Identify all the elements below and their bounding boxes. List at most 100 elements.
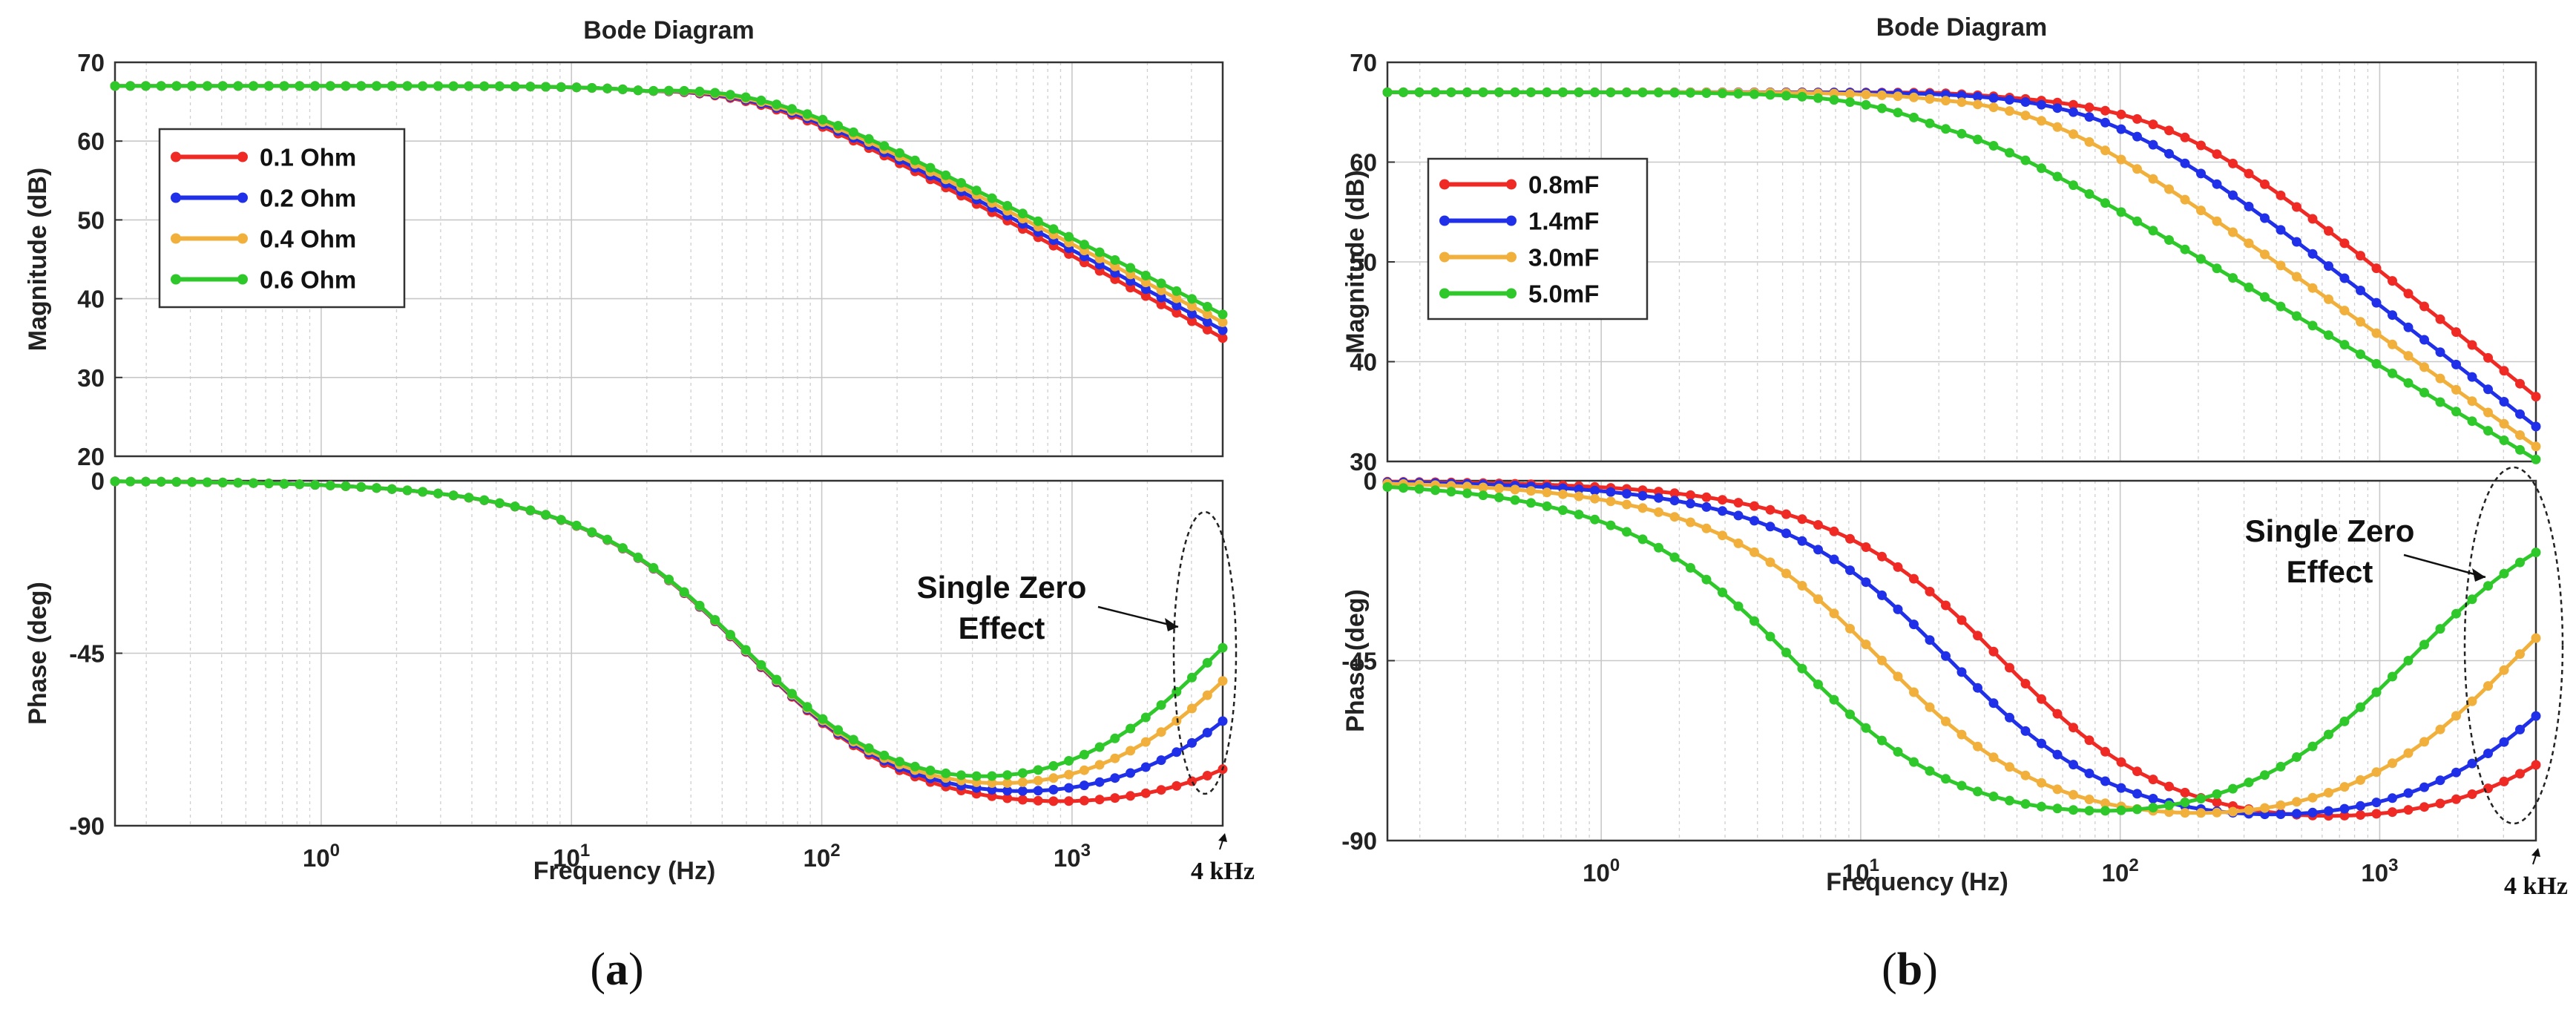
legend-swatch-dot — [1439, 252, 1450, 263]
data-point — [1845, 533, 1855, 544]
data-point — [879, 141, 890, 151]
phase-frame — [1386, 479, 2537, 842]
x-tick-exponent: 0 — [330, 841, 340, 861]
paren: ( — [1882, 944, 1897, 995]
data-point — [1430, 87, 1440, 97]
legend-swatch-dot — [1439, 179, 1450, 190]
data-point — [1187, 316, 1197, 326]
data-point — [2307, 320, 2318, 331]
data-point — [1813, 680, 1823, 689]
data-point — [1126, 746, 1136, 756]
legend-label: 0.2 Ohm — [260, 185, 356, 212]
magnitude-frame — [114, 61, 1224, 458]
data-point — [1973, 683, 1982, 693]
data-point — [833, 725, 844, 735]
data-point — [1813, 520, 1823, 530]
data-point — [1733, 510, 1744, 521]
data-point — [848, 127, 858, 137]
data-point — [1064, 769, 1074, 780]
x-tick-exponent: 3 — [2388, 855, 2398, 875]
data-point — [2419, 802, 2429, 812]
data-point — [2356, 349, 2365, 359]
y-tick-label: -45 — [1341, 648, 1377, 675]
data-point — [2339, 716, 2350, 726]
data-point — [2435, 347, 2445, 358]
y-axis-label: Phase (deg) — [1341, 589, 1370, 732]
data-point — [2388, 368, 2397, 378]
data-point — [2307, 807, 2318, 818]
data-point — [895, 757, 904, 767]
data-point — [1574, 491, 1584, 502]
data-point — [1017, 786, 1028, 796]
panel-label: (b) — [1882, 944, 1938, 995]
data-point — [1701, 88, 1712, 98]
data-point — [2371, 798, 2382, 808]
data-point — [2388, 793, 2397, 803]
data-point — [1861, 640, 1871, 650]
data-point — [2307, 741, 2318, 752]
data-point — [510, 82, 520, 91]
x-tick-base: 10 — [1583, 859, 1610, 887]
legend-swatch-dot — [1506, 179, 1517, 190]
data-point — [2069, 180, 2078, 191]
data-point — [1462, 87, 1472, 97]
data-point — [141, 476, 151, 487]
data-point — [2515, 378, 2525, 389]
data-point — [2483, 681, 2493, 691]
data-point — [2403, 656, 2414, 665]
data-point — [1797, 91, 1807, 102]
paren: ( — [590, 944, 605, 995]
series-line — [115, 479, 1224, 786]
data-point — [464, 493, 474, 503]
data-point — [1033, 775, 1043, 786]
data-point — [1877, 590, 1887, 600]
data-point — [2260, 213, 2270, 223]
data-point — [2052, 122, 2063, 132]
data-point — [217, 81, 228, 91]
data-point — [2356, 800, 2365, 811]
data-point — [2499, 418, 2509, 429]
data-point — [571, 520, 582, 530]
data-point — [2052, 803, 2063, 814]
data-point — [2324, 788, 2333, 798]
data-point — [171, 477, 182, 487]
data-point — [1686, 562, 1695, 573]
data-point — [1156, 285, 1166, 295]
data-point — [1126, 768, 1136, 778]
series-line — [115, 479, 1223, 803]
data-point — [2499, 435, 2509, 445]
data-point — [1765, 522, 1775, 532]
data-point — [1654, 493, 1663, 503]
data-point — [1430, 485, 1440, 496]
data-point — [2499, 665, 2509, 675]
data-point — [1877, 655, 1887, 665]
data-point — [786, 688, 797, 699]
data-point — [2531, 441, 2541, 452]
data-point — [2212, 797, 2222, 807]
data-point — [1988, 752, 1999, 763]
annotation-arrow — [1097, 605, 1179, 628]
data-point — [1526, 486, 1536, 496]
legend-label: 1.4mF — [1528, 208, 1599, 235]
data-point — [2292, 797, 2301, 807]
data-point — [541, 82, 551, 92]
data-point — [1094, 742, 1105, 752]
y-tick-label: 40 — [77, 286, 105, 313]
data-point — [1669, 488, 1680, 499]
data-point — [1893, 671, 1903, 682]
data-point — [2164, 807, 2174, 818]
data-point — [1956, 780, 1967, 791]
data-point — [1187, 672, 1197, 683]
data-point — [925, 766, 936, 775]
data-point — [2419, 301, 2429, 312]
data-point — [2084, 795, 2094, 804]
data-point — [2148, 139, 2158, 150]
data-point — [2371, 687, 2382, 697]
data-point — [2403, 378, 2414, 388]
data-point — [1079, 795, 1089, 806]
data-point — [1558, 87, 1568, 97]
data-point — [1893, 604, 1903, 614]
data-point — [1094, 760, 1105, 770]
data-point — [556, 82, 566, 92]
